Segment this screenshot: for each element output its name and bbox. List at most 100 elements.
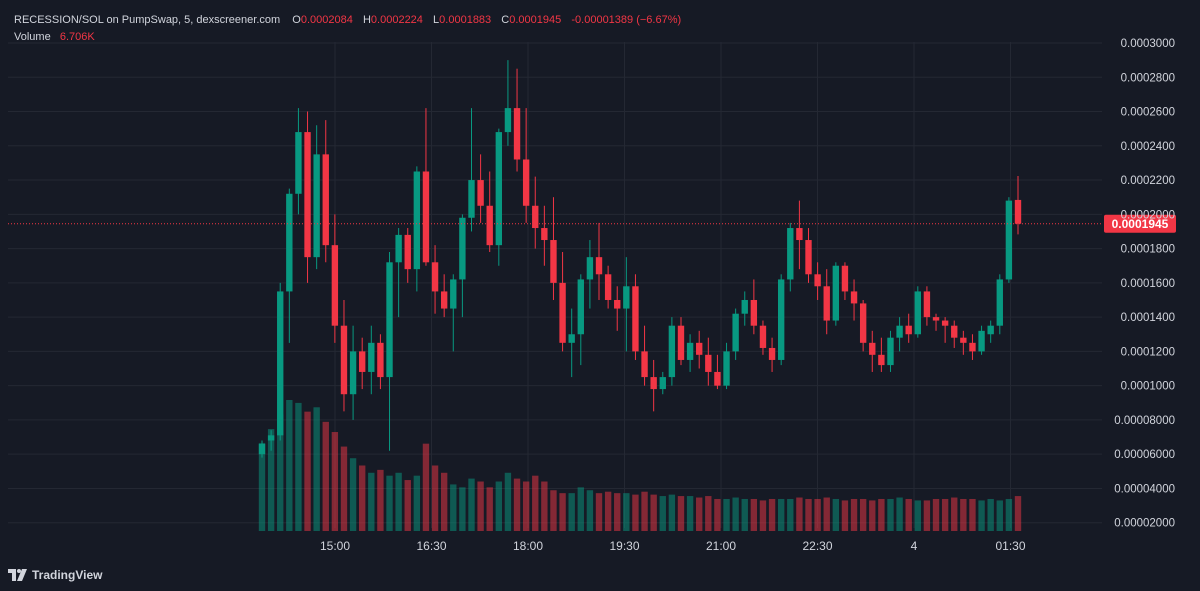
- open-label: O: [292, 14, 301, 26]
- price-tick-label: 0.0002200: [1121, 175, 1175, 187]
- candle-body: [777, 279, 785, 360]
- candle: [905, 313, 912, 343]
- candle-body: [978, 330, 985, 352]
- price-tick-label: 0.0001200: [1121, 346, 1175, 358]
- candle: [887, 330, 894, 372]
- volume-bar: [905, 498, 912, 531]
- candle-body: [604, 274, 612, 300]
- candle: [623, 257, 630, 352]
- candle-body: [486, 205, 493, 246]
- time-tick-label: 21:00: [706, 539, 736, 553]
- candle-body: [431, 262, 439, 292]
- candle-body: [850, 291, 858, 304]
- candle-body: [677, 325, 685, 360]
- volume-bar: [850, 498, 858, 531]
- time-tick-label: 18:00: [513, 539, 543, 553]
- candle: [577, 274, 584, 366]
- candle: [805, 228, 812, 283]
- candle: [541, 205, 548, 266]
- price-tick-label: 0.0001600: [1121, 278, 1175, 290]
- footer-brand[interactable]: TradingView: [8, 568, 102, 582]
- candle-body: [522, 159, 530, 206]
- candle-body: [395, 234, 402, 263]
- volume-bar: [750, 498, 758, 531]
- volume-bar: [641, 491, 648, 531]
- price-tick-label: 0.00008000: [1114, 415, 1175, 427]
- volume-bar: [677, 496, 685, 531]
- candle-body: [705, 354, 712, 372]
- candle-body: [614, 299, 621, 309]
- candle-body: [996, 279, 1003, 326]
- candle: [832, 262, 840, 326]
- candles: [258, 60, 1022, 458]
- candle: [532, 176, 539, 249]
- candle-body: [504, 108, 512, 133]
- symbol-legend: RECESSION/SOL on PumpSwap, 5, dexscreene…: [14, 14, 681, 26]
- candle-body: [768, 347, 776, 360]
- candle-body: [267, 435, 275, 441]
- price-tick-label: 0.0001400: [1121, 312, 1175, 324]
- time-tick-label: 16:30: [416, 539, 446, 553]
- candle: [595, 222, 603, 300]
- volume-bar: [887, 498, 894, 531]
- volume-bar: [450, 484, 457, 531]
- candle: [304, 111, 311, 283]
- candle: [422, 108, 430, 266]
- volume-bar: [504, 472, 512, 531]
- candle: [723, 342, 730, 390]
- candle: [741, 291, 748, 326]
- volume-bar: [322, 421, 329, 531]
- volume-bar: [340, 446, 348, 531]
- candle: [586, 240, 594, 309]
- time-tick-label: 19:30: [609, 539, 639, 553]
- candle-body: [750, 299, 758, 326]
- candle: [522, 108, 530, 223]
- change-value: -0.00001389 (−6.67%): [571, 14, 682, 26]
- candle-body: [559, 282, 566, 343]
- candle-body: [577, 279, 584, 335]
- time-tick-label: 01:30: [995, 539, 1025, 553]
- candle-body: [796, 228, 803, 241]
- candle-body: [377, 342, 384, 378]
- candle: [814, 262, 821, 300]
- candle-body: [258, 443, 266, 455]
- grid: [8, 42, 1102, 528]
- candle: [777, 274, 785, 366]
- candle: [377, 334, 384, 390]
- close-value: 0.0001945: [509, 14, 562, 26]
- candle: [923, 286, 931, 326]
- candle-body: [923, 291, 931, 318]
- candle: [504, 60, 512, 146]
- volume-bar: [859, 498, 867, 531]
- candle-body: [304, 132, 311, 258]
- candle-body: [960, 337, 967, 343]
- volume-bar: [386, 475, 393, 531]
- candle: [450, 274, 457, 352]
- last-price-label: 0.0001945: [1112, 217, 1169, 231]
- candle-body: [814, 274, 821, 287]
- candle: [768, 337, 776, 372]
- candle: [286, 188, 293, 343]
- low-label: L: [433, 14, 440, 26]
- candle: [1005, 197, 1013, 283]
- candle-body: [295, 132, 302, 194]
- volume-bar: [595, 493, 603, 531]
- high-label: H: [362, 14, 371, 26]
- volume-bar: [258, 442, 266, 531]
- volume-bar: [632, 494, 639, 531]
- candle: [641, 325, 648, 386]
- volume-bar: [349, 458, 357, 531]
- volume-bar: [650, 494, 657, 531]
- volume-bar: [969, 498, 976, 531]
- candle: [850, 279, 858, 321]
- candle: [431, 245, 439, 314]
- candle: [659, 371, 666, 395]
- price-axis: 0.00002000 0.00004000 0.00006000 0.00008000…: [1114, 38, 1175, 530]
- candle: [869, 330, 876, 372]
- price-tick-label: 0.0001800: [1121, 244, 1175, 256]
- volume-bar: [896, 497, 903, 531]
- candle-body: [495, 132, 503, 246]
- tradingview-brand: TradingView: [32, 568, 103, 582]
